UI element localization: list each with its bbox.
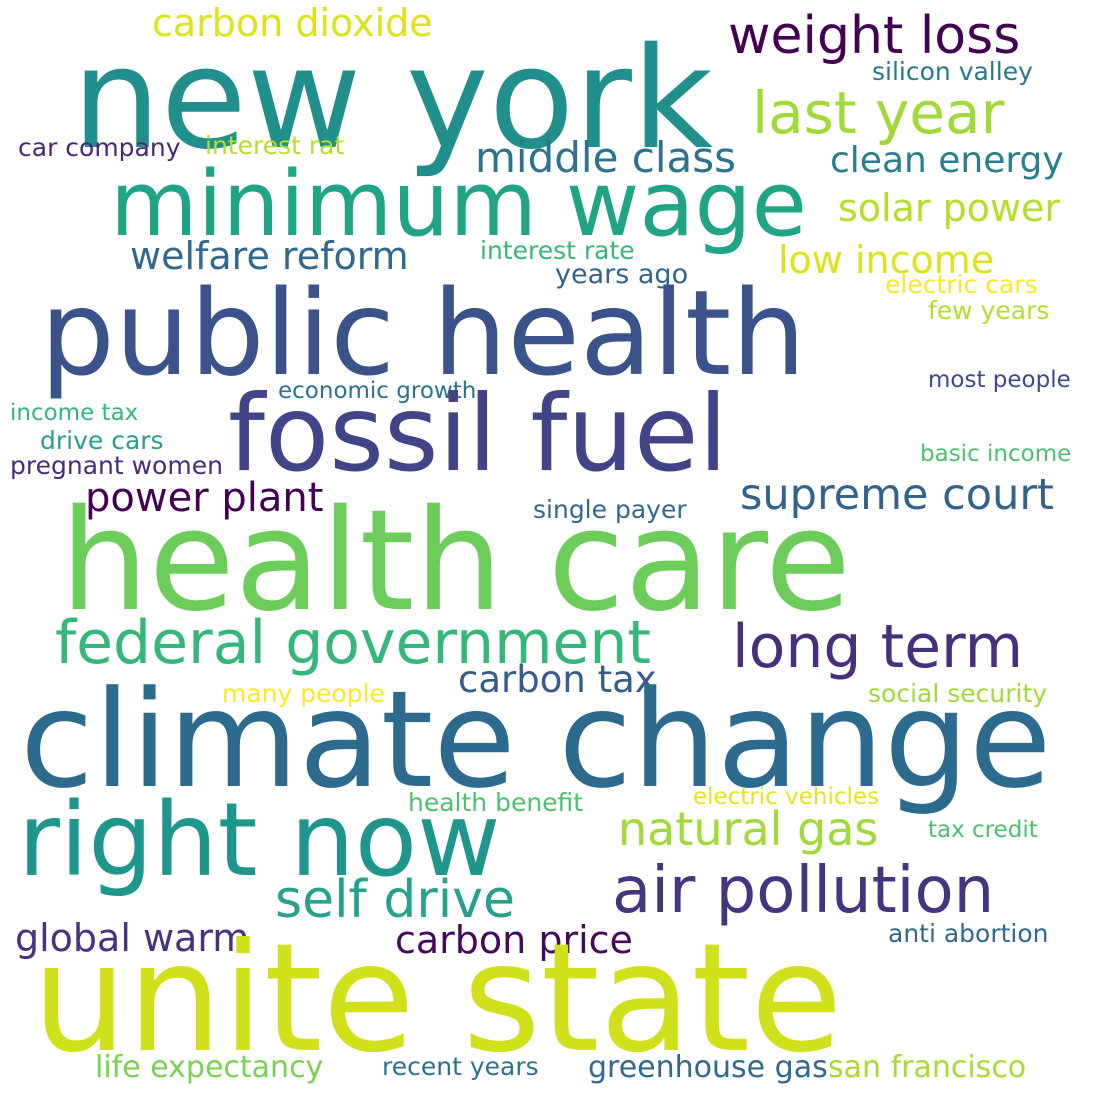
word-greenhouse-gas: greenhouse gas xyxy=(588,1050,828,1085)
word-most-people: most people xyxy=(928,367,1071,393)
word-many-people: many people xyxy=(222,679,386,708)
word-carbon-dioxide: carbon dioxide xyxy=(152,1,433,45)
word-electric-vehicles: electric vehicles xyxy=(693,784,880,810)
word-health-benefit: health benefit xyxy=(408,788,584,817)
word-basic-income: basic income xyxy=(920,441,1072,467)
word-income-tax: income tax xyxy=(10,400,139,426)
word-social-security: social security xyxy=(868,679,1048,708)
word-solar-power: solar power xyxy=(838,186,1061,230)
word-carbon-tax: carbon tax xyxy=(458,658,657,701)
word-life-expectancy: life expectancy xyxy=(95,1050,324,1085)
word-carbon-price: carbon price xyxy=(395,918,633,962)
word-single-payer: single payer xyxy=(533,495,687,524)
word-recent-years: recent years xyxy=(382,1052,539,1081)
word-welfare-reform: welfare reform xyxy=(130,234,409,278)
word-electric-cars: electric cars xyxy=(885,270,1038,299)
word-anti-abortion: anti abortion xyxy=(888,919,1049,948)
word-long-term: long term xyxy=(732,612,1024,682)
word-federal-government: federal government xyxy=(55,608,651,678)
word-new-york: new york xyxy=(72,18,714,181)
word-few-years: few years xyxy=(928,296,1050,325)
word-middle-class: middle class xyxy=(475,133,737,182)
word-silicon-valley: silicon valley xyxy=(872,57,1033,86)
word-tax-credit: tax credit xyxy=(928,817,1038,843)
word-unite-state: unite state xyxy=(32,912,843,1086)
word-right-now: right now xyxy=(18,781,501,900)
word-fossil-fuel: fossil fuel xyxy=(228,373,728,495)
word-minimum-wage: minimum wage xyxy=(110,152,807,257)
word-years-ago: years ago xyxy=(555,259,689,290)
word-clean-energy: clean energy xyxy=(830,140,1064,181)
word-public-health: public health xyxy=(40,264,807,402)
word-air-pollution: air pollution xyxy=(612,854,995,928)
word-natural-gas: natural gas xyxy=(618,802,879,856)
word-san-francisco: san francisco xyxy=(828,1050,1027,1085)
word-power-plant: power plant xyxy=(85,475,324,521)
word-car-company: car company xyxy=(18,133,181,162)
word-interest-rat: interest rat xyxy=(205,131,345,160)
word-weight-loss: weight loss xyxy=(728,6,1021,66)
word-low-income: low income xyxy=(778,238,995,282)
word-interest-rate: interest rate xyxy=(480,236,635,265)
word-drive-cars: drive cars xyxy=(40,426,164,455)
word-self-drive: self drive xyxy=(275,870,515,930)
word-climate-change: climate change xyxy=(20,662,1052,818)
word-supreme-court: supreme court xyxy=(740,470,1054,520)
word-global-warm: global warm xyxy=(15,916,250,960)
word-economic-growth: economic growth xyxy=(278,378,477,404)
word-health-care: health care xyxy=(60,480,852,643)
word-pregnant-women: pregnant women xyxy=(10,451,223,480)
word-last-year: last year xyxy=(752,79,1005,147)
